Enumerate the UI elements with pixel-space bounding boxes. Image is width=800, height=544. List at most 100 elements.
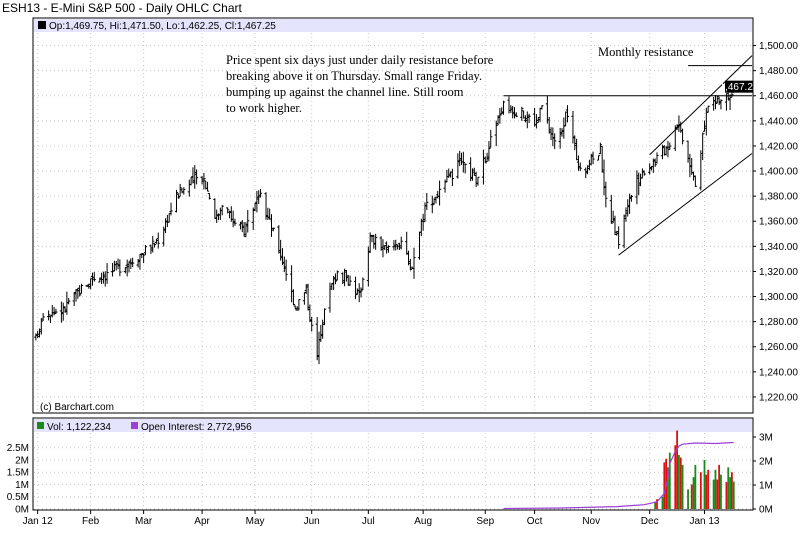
ohlc-bar bbox=[291, 289, 296, 306]
ohlc-bar bbox=[142, 253, 146, 264]
y-tick-label: 1,240.00 bbox=[759, 367, 798, 378]
y-tick-label: 1,400.00 bbox=[759, 167, 798, 178]
volume-bar bbox=[687, 489, 689, 509]
price-y-axis: 1,220.00 1,240.00 1,260.00 1,280.00 1,300.00… bbox=[753, 41, 798, 403]
open-interest-y-axis: 0M 1M 2M 3M bbox=[753, 433, 773, 516]
volume-bar bbox=[731, 472, 733, 509]
ohlc-bar bbox=[653, 158, 657, 167]
y-tick-label: 1,440.00 bbox=[759, 116, 798, 127]
ohlc-bar bbox=[430, 195, 434, 214]
volume-legend-band bbox=[34, 419, 752, 432]
channel-lower-line bbox=[618, 153, 753, 256]
ohlc-bar bbox=[399, 236, 403, 250]
ohlc-bar bbox=[461, 151, 465, 173]
ohlc-bar bbox=[719, 99, 723, 110]
ohlc-bar bbox=[463, 163, 467, 174]
ohlc-bar bbox=[297, 299, 301, 311]
y-tick-label: 1,420.00 bbox=[759, 141, 798, 152]
y-tick-label: 1,220.00 bbox=[759, 392, 798, 403]
ohlc-bar bbox=[226, 207, 230, 214]
annotation-line: breaking above it on Thursday. Small ran… bbox=[226, 69, 482, 83]
ohlc-bar bbox=[514, 112, 518, 118]
ohlc-bar bbox=[487, 141, 491, 162]
price-panel bbox=[32, 17, 754, 414]
oi-tick-label: 3M bbox=[759, 433, 773, 444]
trendlines bbox=[503, 55, 753, 256]
oi-tick-label: 1M bbox=[759, 481, 773, 492]
ohlc-bar bbox=[182, 187, 186, 195]
x-tick-label: Nov bbox=[582, 516, 600, 527]
ohlc-bar bbox=[591, 151, 595, 165]
price-legend-band bbox=[34, 19, 752, 32]
ohlc-bar bbox=[596, 155, 601, 161]
ohlc-bar bbox=[394, 239, 398, 251]
volume-bar bbox=[714, 469, 717, 509]
ohlc-bar bbox=[47, 310, 51, 321]
volume-bar bbox=[729, 477, 731, 509]
x-tick-label: Jan 13 bbox=[689, 516, 719, 527]
watermark: (c) Barchart.com bbox=[40, 402, 114, 413]
channel-upper-line bbox=[649, 55, 753, 156]
monthly-resistance-label: Monthly resistance bbox=[598, 45, 694, 59]
ohlc-bar bbox=[598, 142, 602, 155]
ohlc-bar bbox=[540, 105, 544, 110]
volume-bar bbox=[718, 464, 721, 509]
ohlc-bar bbox=[152, 243, 157, 248]
volume-bar bbox=[690, 484, 693, 509]
ohlc-bar bbox=[412, 247, 416, 279]
annotation-line: Price spent six days just under daily re… bbox=[226, 53, 494, 67]
ohlc-bar bbox=[489, 129, 493, 148]
volume-tick-label: 2.5M bbox=[7, 443, 29, 454]
ohlc-bar bbox=[520, 106, 524, 121]
volume-bar bbox=[716, 479, 719, 509]
y-tick-label: 1,320.00 bbox=[759, 267, 798, 278]
volume-panel bbox=[32, 417, 754, 511]
ohlc-bar bbox=[41, 312, 45, 322]
ohlc-bar bbox=[527, 113, 531, 124]
ohlc-bar bbox=[498, 108, 502, 124]
oi-legend-text: Open Interest: 2,772,956 bbox=[141, 422, 252, 433]
ohlc-bar bbox=[174, 189, 179, 213]
ohlc-bar bbox=[202, 172, 206, 190]
volume-bar bbox=[663, 462, 666, 509]
ohlc-bar bbox=[437, 180, 442, 206]
volume-bar bbox=[679, 457, 682, 509]
y-tick-label: 1,480.00 bbox=[759, 66, 798, 77]
ohlc-bar bbox=[335, 270, 339, 281]
ohlc-bar bbox=[131, 257, 135, 268]
x-tick-label: Jan 12 bbox=[23, 516, 53, 527]
y-tick-label: 1,360.00 bbox=[759, 217, 798, 228]
y-tick-label: 1,340.00 bbox=[759, 242, 798, 253]
x-tick-label: Oct bbox=[527, 516, 543, 527]
ohlc-bar bbox=[348, 275, 352, 286]
volume-bar bbox=[727, 467, 730, 509]
price-legend-text: Op:1,469.75, Hi:1,471.50, Lo:1,462.25, C… bbox=[49, 21, 276, 32]
ohlc-bar bbox=[609, 194, 613, 224]
ohlc-bar bbox=[143, 245, 148, 255]
ohlc-bar bbox=[322, 308, 327, 326]
volume-bar bbox=[654, 501, 657, 509]
volume-bar bbox=[712, 479, 715, 509]
annotation-line: to work higher. bbox=[226, 101, 302, 115]
volume-bar bbox=[692, 477, 695, 509]
last-price-label: 1,467.25 bbox=[720, 82, 759, 93]
oi-tick-label: 0M bbox=[759, 505, 773, 516]
ohlc-bar bbox=[205, 181, 210, 192]
ohlc-bar bbox=[333, 273, 338, 285]
ohlc-bar bbox=[565, 105, 570, 123]
volume-gridlines bbox=[34, 433, 752, 510]
chart-title: ESH13 - E-Mini S&P 500 - Daily OHLC Char… bbox=[2, 1, 242, 15]
ohlc-bar bbox=[156, 232, 160, 249]
x-tick-label: Apr bbox=[194, 516, 210, 527]
volume-bar bbox=[707, 469, 710, 509]
ohlc-bar bbox=[178, 183, 182, 198]
volume-bar bbox=[703, 459, 706, 509]
ohlc-bar bbox=[151, 235, 155, 253]
volume-bar bbox=[699, 472, 702, 509]
ohlc-bar bbox=[715, 95, 719, 104]
volume-tick-label: 0M bbox=[15, 505, 29, 516]
ohlc-bar bbox=[680, 128, 685, 145]
ohlc-bar bbox=[713, 95, 718, 110]
